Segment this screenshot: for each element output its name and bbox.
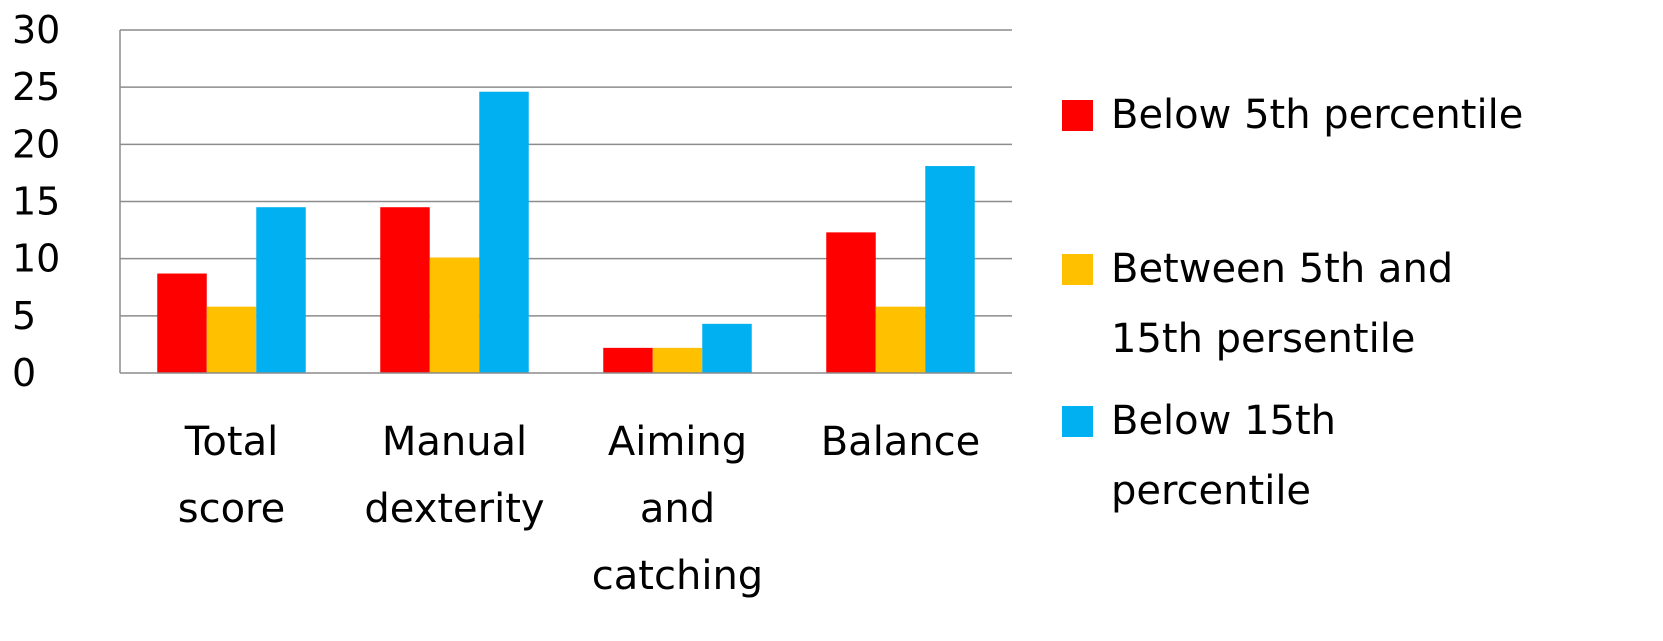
- bar-2-4: [875, 306, 926, 373]
- bar-2-3: [652, 347, 703, 373]
- legend-label: percentile: [1111, 468, 1311, 514]
- y-tick-label: 30: [12, 8, 60, 52]
- legend-label: Between 5th and: [1111, 246, 1453, 292]
- legend-label: 15th persentile: [1111, 316, 1415, 362]
- legend-label: Below 5th percentile: [1111, 92, 1523, 138]
- x-category-label: dexterity: [364, 486, 544, 532]
- legend-swatch: [1062, 406, 1093, 437]
- x-category-label: score: [178, 486, 285, 532]
- bar-3-2: [479, 91, 529, 374]
- y-tick-label: 0: [12, 351, 36, 395]
- bar-3-4: [925, 166, 975, 373]
- gridlines: [120, 29, 1012, 317]
- bar-1-3: [603, 347, 653, 373]
- y-tick-label: 15: [12, 180, 60, 224]
- x-category-label: Aiming: [608, 419, 747, 465]
- bar-2-2: [429, 257, 480, 373]
- x-category-label: catching: [592, 553, 763, 599]
- y-tick-label: 20: [12, 122, 60, 166]
- bar-3-1: [256, 207, 306, 373]
- y-tick-label: 5: [12, 294, 36, 338]
- bar-1-2: [380, 207, 430, 373]
- legend-swatch: [1062, 254, 1093, 285]
- bars: [157, 91, 975, 374]
- y-tick-label: 25: [12, 65, 60, 109]
- x-category-label: Total: [184, 419, 278, 465]
- bar-3-3: [702, 323, 752, 373]
- x-axis-category-labels: Total score Manual dexterity Aiming and catchi…: [178, 419, 981, 599]
- x-category-label: and: [640, 486, 715, 532]
- x-category-label: Balance: [821, 419, 981, 465]
- bar-1-4: [826, 232, 876, 373]
- legend-swatch: [1062, 100, 1093, 131]
- bar-1-1: [157, 273, 207, 373]
- y-axis-tick-labels: 0 5 10 15 20 25 30: [12, 8, 60, 395]
- bar-2-1: [206, 306, 257, 373]
- legend: Below 5th percentile Between 5th and 15th …: [1062, 92, 1523, 514]
- x-category-label: Manual: [382, 419, 527, 465]
- legend-label: Below 15th: [1111, 398, 1336, 444]
- y-tick-label: 10: [12, 237, 60, 281]
- axes: [119, 30, 1012, 374]
